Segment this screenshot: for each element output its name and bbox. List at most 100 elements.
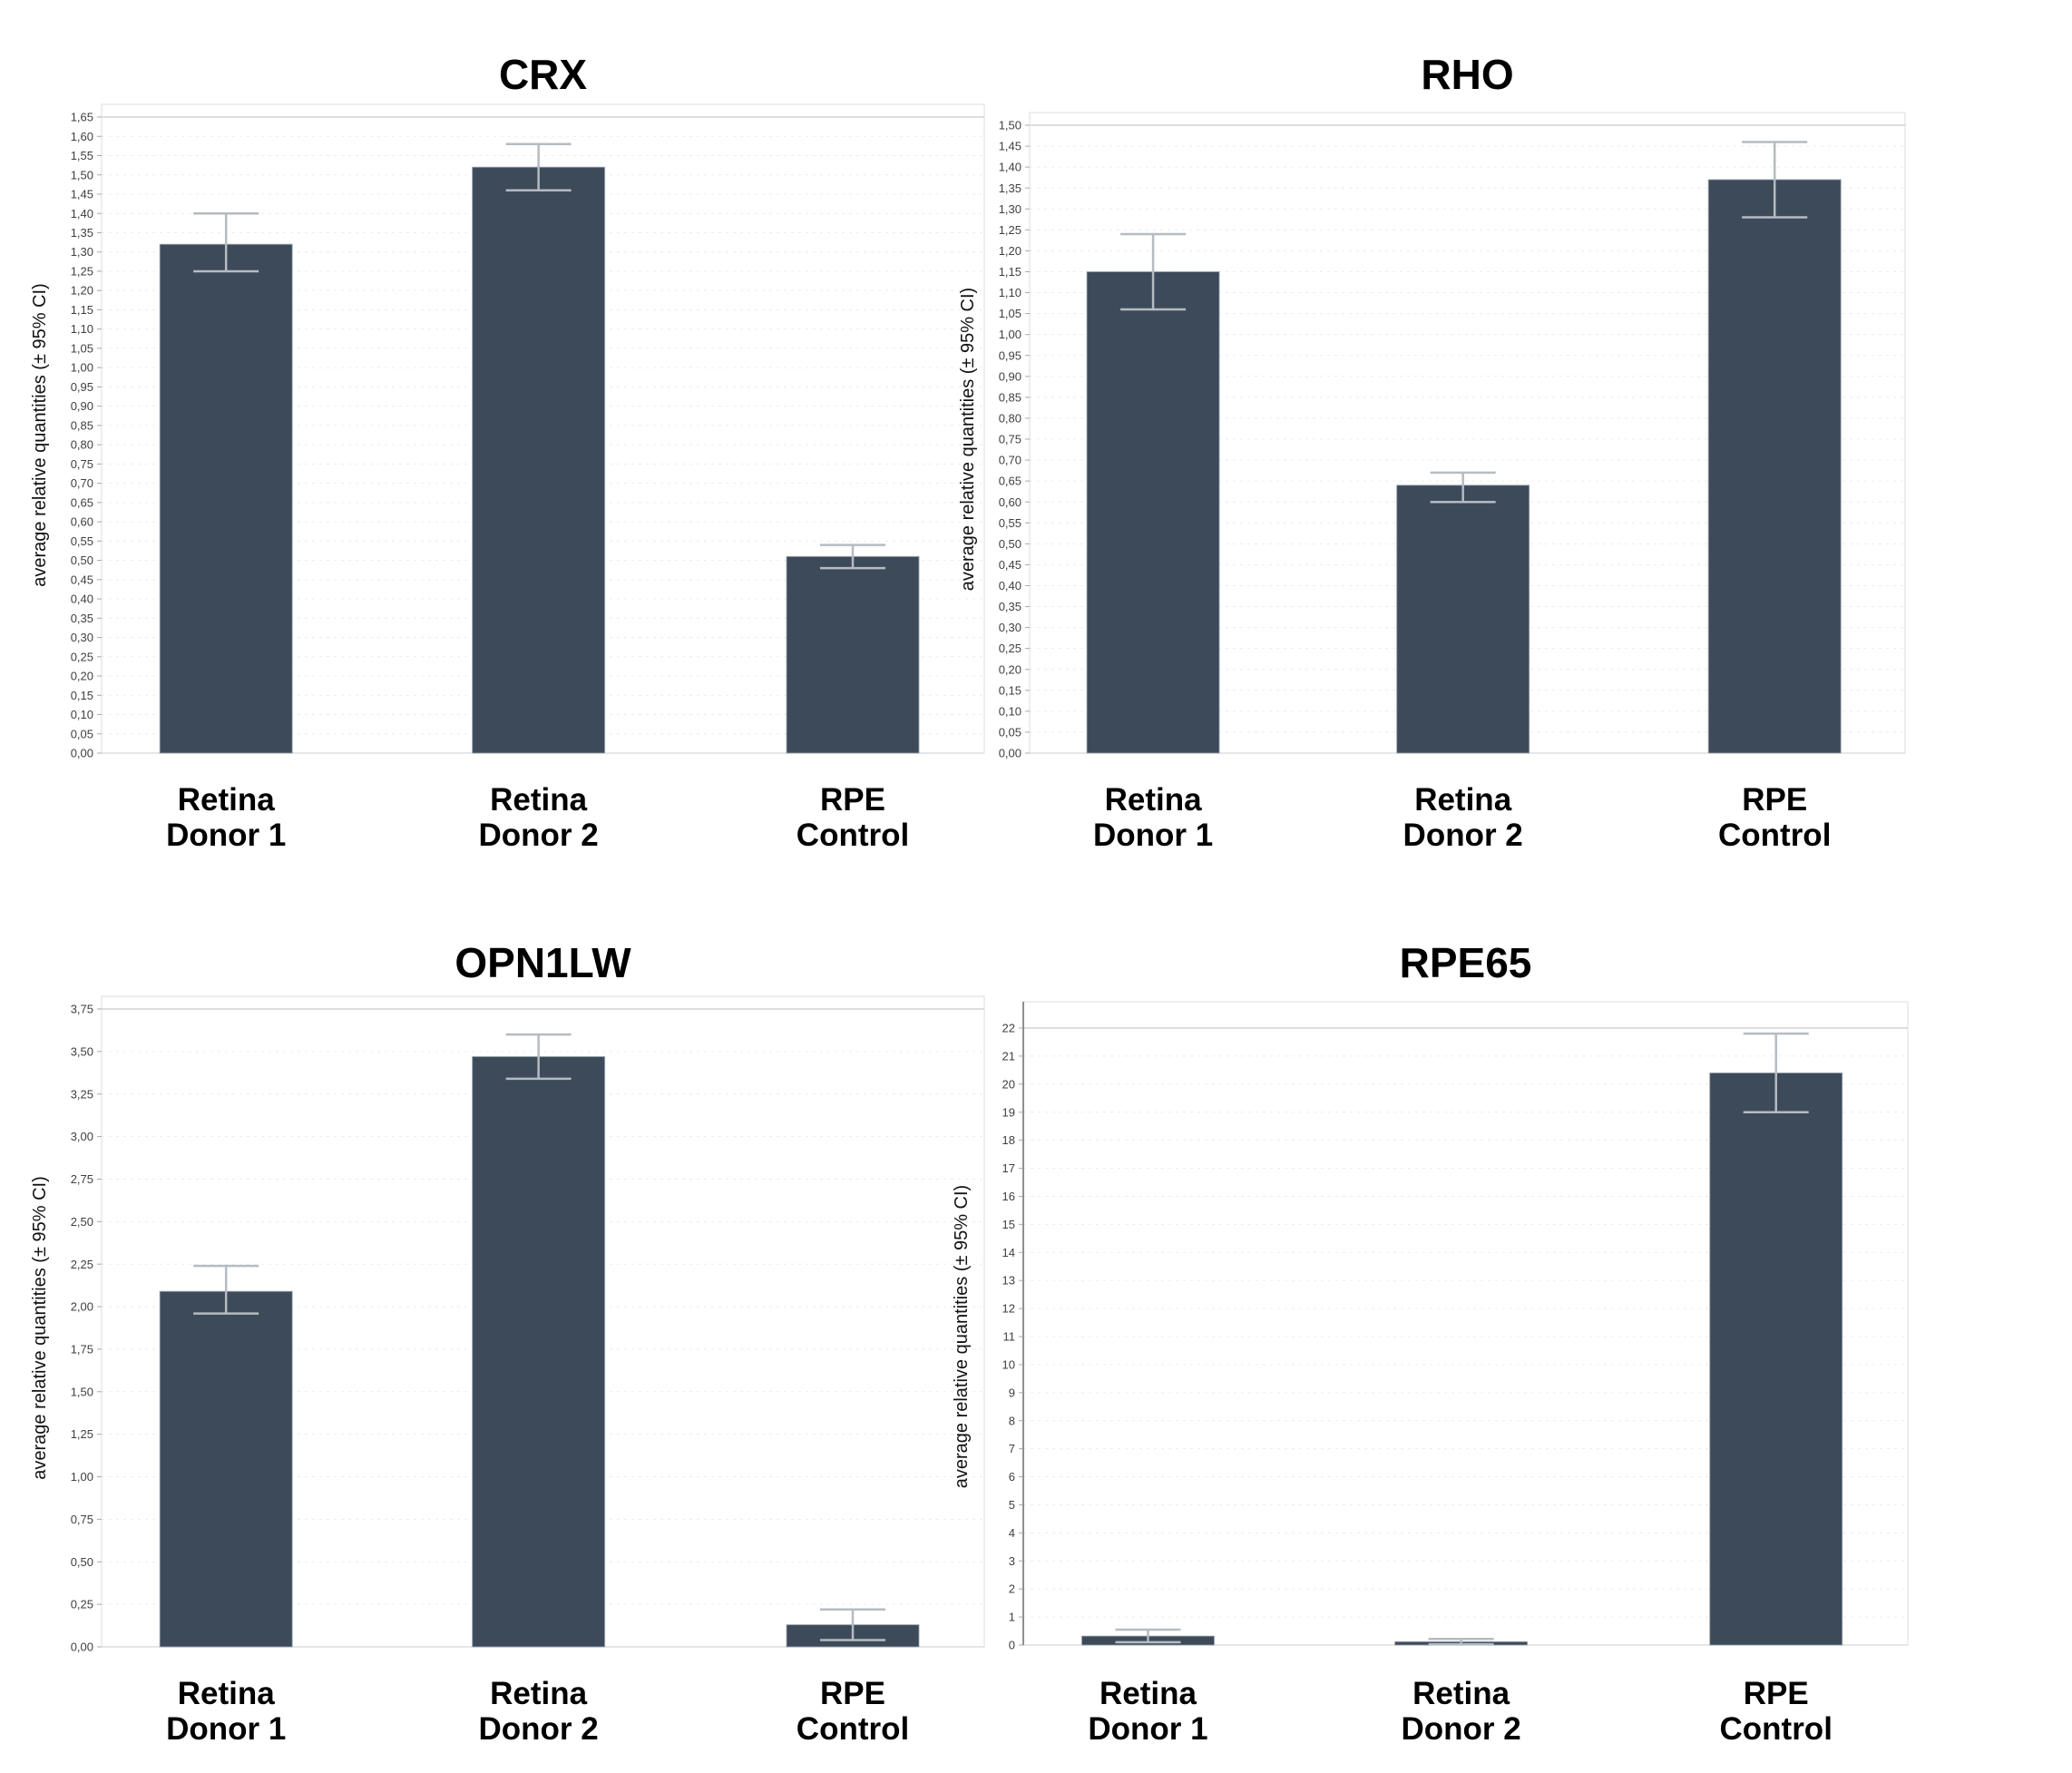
category-label-line1: RPE [820, 782, 885, 818]
y-tick-label: 1,00 [71, 361, 93, 375]
y-tick-label: 1,40 [999, 161, 1021, 174]
y-tick-label: 1,15 [999, 265, 1021, 279]
y-tick-label: 0,10 [71, 708, 93, 721]
y-tick-label: 7 [1009, 1442, 1015, 1455]
y-tick-label: 1,65 [71, 111, 93, 124]
category-label-line1: Retina [490, 1676, 588, 1711]
category-label-line2: Donor 2 [1403, 818, 1523, 853]
bar-rpe65-3 [1709, 1072, 1843, 1646]
y-tick-label: 2 [1009, 1582, 1015, 1596]
y-tick-label: 1,35 [999, 181, 1021, 195]
chart-rpe65: 012345678910111213141516171819202122aver… [952, 939, 1909, 1747]
category-label-line1: Retina [178, 1676, 276, 1711]
y-tick-label: 2,50 [71, 1215, 93, 1229]
y-tick-label: 1,25 [71, 1427, 93, 1441]
y-tick-label: 0,85 [71, 418, 93, 432]
y-tick-label: 0,25 [71, 1598, 93, 1611]
y-axis-title: average relative quantities (± 95% CI) [30, 283, 50, 586]
category-label-line2: Donor 1 [166, 818, 286, 853]
y-tick-label: 19 [1002, 1105, 1015, 1119]
y-tick-label: 2,25 [71, 1258, 93, 1271]
y-tick-label: 1 [1009, 1611, 1015, 1624]
category-label-line1: RPE [820, 1676, 885, 1711]
y-tick-label: 0,85 [999, 390, 1021, 404]
category-label-line1: Retina [1100, 1676, 1197, 1711]
y-tick-label: 0,00 [999, 747, 1021, 760]
y-tick-label: 0,05 [71, 727, 93, 740]
category-label-line2: Donor 2 [1402, 1711, 1521, 1747]
chart-opn1lw: 0,00 0,25 0,50 0,75 1,00 1,25 1,50 1,75 2,00 2,25… [30, 939, 985, 1747]
y-tick-label: 0 [1009, 1639, 1015, 1652]
y-tick-label: 22 [1002, 1022, 1015, 1035]
y-tick-label: 1,50 [71, 168, 93, 181]
y-tick-label: 0,95 [71, 380, 93, 394]
y-tick-label: 0,40 [999, 579, 1021, 593]
y-tick-label: 0,55 [71, 534, 93, 548]
y-tick-label: 15 [1002, 1218, 1015, 1231]
y-tick-label: 0,20 [999, 662, 1021, 676]
y-tick-label: 0,75 [999, 433, 1021, 446]
y-axis-title: average relative quantities (± 95% CI) [30, 1176, 50, 1479]
chart-rho: 0,00 0,05 0,10 0,15 0,20 0,25 0,30 0,35 0,40 0,45… [958, 51, 1906, 853]
y-tick-label: 0,45 [999, 558, 1021, 572]
y-tick-label: 5 [1009, 1498, 1015, 1512]
y-tick-label: 0,70 [999, 454, 1021, 467]
y-tick-label: 0,95 [999, 348, 1021, 362]
category-label-line2: Control [797, 818, 909, 853]
category-label-line2: Donor 2 [479, 818, 599, 853]
y-tick-label: 17 [1002, 1161, 1015, 1175]
chart-title: CRX [499, 51, 587, 98]
y-tick-label: 1,55 [71, 149, 93, 162]
category-label-line2: Control [1720, 1711, 1833, 1747]
y-tick-label: 1,00 [71, 1470, 93, 1484]
y-tick-label: 0,80 [71, 438, 93, 452]
y-tick-label: 1,30 [71, 245, 93, 259]
y-tick-label: 0,25 [999, 642, 1021, 655]
category-label-line1: Retina [1412, 1676, 1510, 1711]
y-tick-label: 2,00 [71, 1300, 93, 1314]
y-tick-label: 0,25 [71, 650, 93, 663]
y-tick-label: 14 [1002, 1246, 1015, 1259]
y-tick-label: 1,00 [999, 328, 1021, 341]
y-tick-label: 4 [1009, 1526, 1015, 1540]
y-tick-label: 3,00 [71, 1130, 93, 1143]
y-tick-label: 1,75 [71, 1342, 93, 1356]
chart-title: RPE65 [1400, 939, 1532, 986]
y-tick-label: 1,50 [71, 1385, 93, 1398]
category-label-line1: Retina [1414, 782, 1512, 818]
y-tick-label: 1,50 [999, 119, 1021, 132]
category-label-line1: Retina [178, 782, 276, 818]
category-label-line2: Donor 1 [1088, 1711, 1207, 1747]
category-label-line1: RPE [1742, 782, 1807, 818]
y-tick-label: 1,25 [999, 223, 1021, 237]
y-tick-label: 0,50 [71, 553, 93, 567]
y-tick-label: 0,35 [71, 612, 93, 625]
y-tick-label: 0,45 [71, 573, 93, 586]
y-tick-label: 0,50 [999, 537, 1021, 551]
bar-rho-2 [1396, 485, 1530, 754]
y-tick-label: 0,20 [71, 670, 93, 683]
y-tick-label: 21 [1002, 1049, 1015, 1063]
y-tick-label: 12 [1002, 1302, 1015, 1316]
y-tick-label: 8 [1009, 1414, 1015, 1427]
y-tick-label: 1,15 [71, 303, 93, 317]
y-tick-label: 0,70 [71, 476, 93, 490]
y-tick-label: 1,60 [71, 130, 93, 143]
bar-rho-3 [1707, 179, 1842, 754]
y-tick-label: 1,20 [71, 284, 93, 298]
y-tick-label: 0,40 [71, 593, 93, 606]
bar-opn1lw-1 [159, 1290, 293, 1648]
y-tick-label: 0,50 [71, 1555, 93, 1569]
category-label-line1: Retina [490, 782, 588, 818]
bar-crx-1 [159, 243, 293, 754]
y-tick-label: 1,45 [999, 140, 1021, 153]
y-tick-label: 0,30 [999, 621, 1021, 634]
y-tick-label: 0,90 [71, 399, 93, 413]
y-tick-label: 0,10 [999, 704, 1021, 718]
y-tick-label: 0,75 [71, 457, 93, 471]
category-label-line1: RPE [1744, 1676, 1809, 1711]
category-label-line2: Donor 1 [1093, 818, 1213, 853]
y-tick-label: 3,50 [71, 1044, 93, 1058]
